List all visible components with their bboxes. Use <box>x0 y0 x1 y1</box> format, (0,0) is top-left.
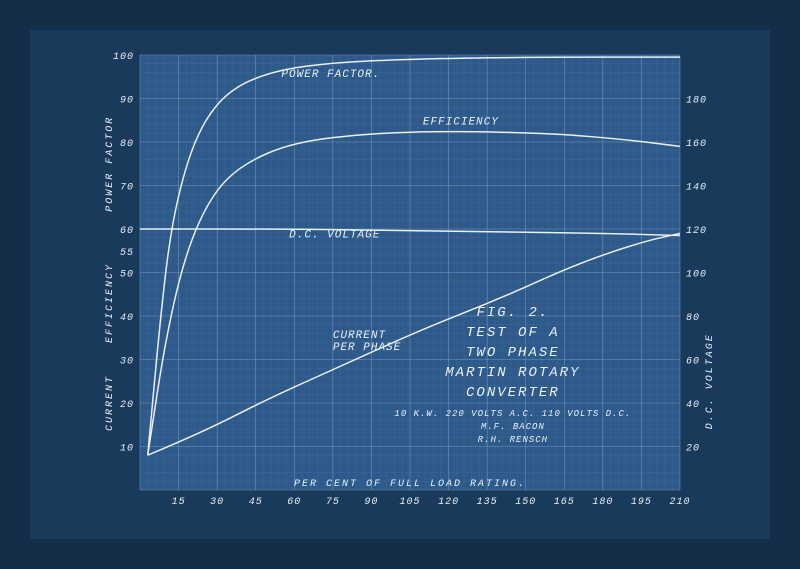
title-line: 10 K.W. 220 VOLTS A.C. 110 VOLTS D.C. <box>394 409 631 419</box>
title-line: M.F. BACON <box>481 422 545 432</box>
y-right-tick: 140 <box>686 183 707 194</box>
y-right-tick: 100 <box>686 270 707 281</box>
title-line: R.H. RENSCH <box>478 435 548 445</box>
y-left-tick: 30 <box>120 357 134 368</box>
x-tick-label: 75 <box>326 497 340 508</box>
y-left-axis-label: CURRENT <box>105 375 116 431</box>
y-left-tick: 50 <box>120 270 134 281</box>
x-tick-label: 150 <box>515 497 536 508</box>
y-left-tick: 70 <box>120 183 134 194</box>
y-left-tick: 100 <box>113 52 134 63</box>
y-right-tick: 60 <box>686 357 700 368</box>
x-axis-label: PER CENT OF FULL LOAD RATING. <box>294 479 526 490</box>
x-tick-label: 90 <box>364 497 378 508</box>
y-left-axis-label: EFFICIENCY <box>105 263 116 343</box>
y-right-tick: 80 <box>686 313 700 324</box>
y-right-tick: 40 <box>686 400 700 411</box>
y-left-tick: 40 <box>120 313 134 324</box>
y-left-tick: 55 <box>120 248 134 259</box>
x-tick-label: 120 <box>438 497 459 508</box>
title-line: TWO PHASE <box>466 345 560 361</box>
x-tick-label: 165 <box>554 497 575 508</box>
y-right-axis-label: D.C. VOLTAGE <box>705 333 716 429</box>
x-tick-label: 30 <box>210 497 224 508</box>
x-tick-label: 180 <box>592 497 613 508</box>
current-label2: PER PHASE <box>333 342 401 354</box>
y-left-tick: 90 <box>120 96 134 107</box>
y-left-axis-label: POWER FACTOR <box>105 116 116 212</box>
dc_voltage-label: D.C. VOLTAGE <box>289 230 380 242</box>
title-line: TEST OF A <box>466 325 560 341</box>
y-left-tick: 10 <box>120 444 134 455</box>
x-tick-label: 15 <box>172 497 186 508</box>
x-tick-label: 45 <box>249 497 263 508</box>
y-left-tick: 60 <box>120 226 134 237</box>
title-line: MARTIN ROTARY <box>445 365 580 381</box>
blueprint-chart: 15 30 45 60 75 90 105 120 135 150 165 180 195 210 10 20… <box>0 0 800 569</box>
title-line: FIG. 2. <box>476 305 549 321</box>
current-label: CURRENT <box>333 330 387 342</box>
efficiency-label: EFFICIENCY <box>423 117 499 129</box>
y-right-tick: 180 <box>686 96 707 107</box>
y-left-tick: 80 <box>120 139 134 150</box>
x-tick-label: 195 <box>631 497 652 508</box>
y-right-tick: 160 <box>686 139 707 150</box>
y-right-tick: 120 <box>686 226 707 237</box>
x-tick-label: 60 <box>287 497 301 508</box>
x-tick-label: 105 <box>399 497 420 508</box>
y-right-tick: 20 <box>686 444 700 455</box>
x-tick-label: 210 <box>669 497 690 508</box>
power_factor-label: POWER FACTOR. <box>281 69 380 81</box>
title-line: CONVERTER <box>466 385 560 401</box>
y-left-tick: 20 <box>120 400 134 411</box>
x-tick-label: 135 <box>477 497 498 508</box>
